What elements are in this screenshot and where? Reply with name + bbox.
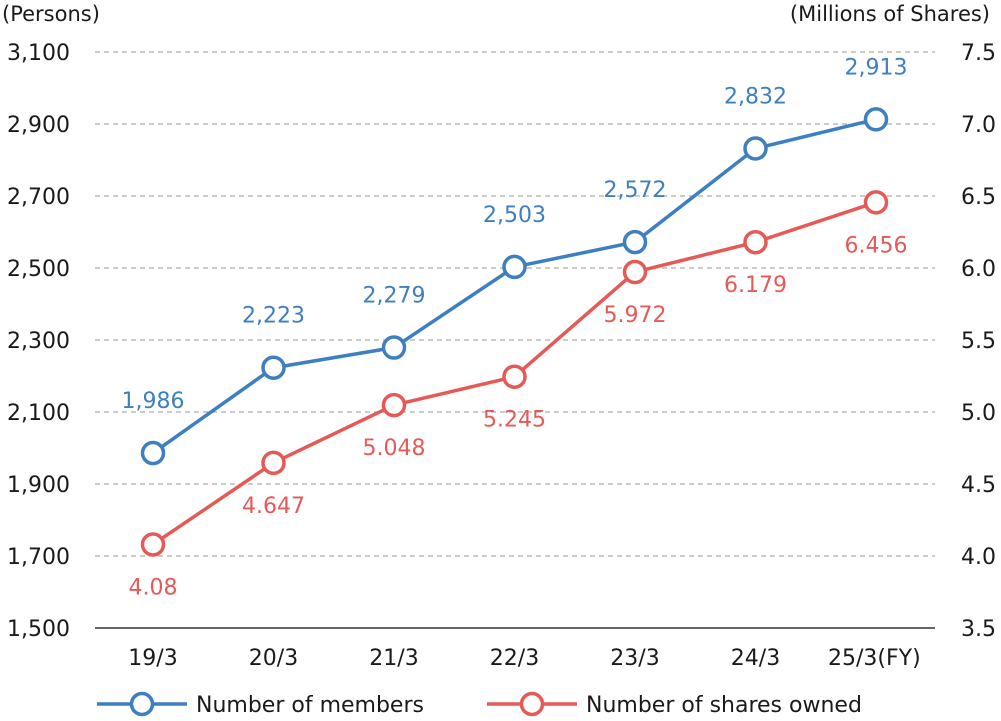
left-axis-unit-label: (Persons)	[2, 2, 100, 26]
x-axis-ticks: 19/3 20/3 21/3 22/3 23/3 24/3 25/3(FY)	[128, 646, 920, 671]
data-label: 4.647	[242, 494, 305, 519]
legend-marker	[129, 691, 155, 717]
gridlines	[95, 51, 935, 629]
data-label: 2,572	[604, 178, 667, 203]
data-point	[622, 229, 648, 255]
legend-label: Number of members	[196, 693, 424, 718]
series-layer: 1,986 2,223 2,279 2,503 2,572 2,832 2,913 4.08 4…	[122, 55, 908, 600]
right-tick-label: 3.5	[961, 617, 996, 642]
x-tick-label: 19/3	[128, 646, 177, 671]
legend: Number of members Number of shares owned	[97, 691, 862, 718]
data-point	[140, 532, 166, 557]
data-point	[261, 355, 286, 380]
data-label: 5.972	[604, 303, 667, 328]
left-tick-label: 1,500	[7, 617, 70, 642]
x-tick-label: 20/3	[249, 646, 298, 671]
data-label: 6.456	[845, 233, 908, 258]
data-point	[622, 259, 648, 285]
data-label: 4.08	[129, 575, 178, 600]
legend-label: Number of shares owned	[586, 693, 862, 718]
x-tick-label: 25/3(FY)	[828, 646, 921, 671]
left-tick-label: 2,900	[7, 113, 70, 138]
legend-marker	[519, 691, 545, 717]
data-point	[502, 364, 527, 389]
right-tick-label: 7.5	[961, 41, 996, 66]
data-label: 5.245	[483, 408, 546, 433]
data-label: 1,986	[122, 389, 185, 414]
right-tick-label: 6.5	[961, 185, 996, 210]
data-label: 6.179	[724, 273, 787, 298]
right-tick-label: 5.0	[961, 401, 996, 426]
data-label: 5.048	[363, 436, 426, 461]
data-label: 2,503	[483, 203, 546, 228]
data-label: 2,832	[724, 84, 787, 109]
data-point	[863, 107, 889, 132]
right-tick-label: 7.0	[961, 113, 996, 138]
data-point	[381, 392, 407, 418]
data-label: 2,223	[242, 304, 305, 329]
data-point	[863, 190, 889, 215]
left-tick-label: 2,700	[7, 185, 70, 210]
data-point	[140, 440, 166, 466]
right-tick-label: 5.5	[961, 329, 996, 354]
data-point	[261, 450, 286, 476]
data-point	[381, 335, 407, 360]
x-tick-label: 23/3	[610, 646, 659, 671]
right-tick-label: 4.0	[961, 545, 996, 570]
left-tick-label: 1,700	[7, 545, 70, 570]
right-axis-unit-label: (Millions of Shares)	[790, 2, 990, 26]
left-tick-label: 3,100	[7, 41, 70, 66]
data-point	[502, 254, 527, 280]
left-tick-label: 2,500	[7, 257, 70, 282]
data-point	[743, 229, 768, 255]
x-tick-label: 24/3	[731, 646, 780, 671]
x-tick-label: 21/3	[369, 646, 418, 671]
left-tick-label: 1,900	[7, 473, 70, 498]
right-tick-label: 6.0	[961, 257, 996, 282]
left-tick-label: 2,100	[7, 401, 70, 426]
data-label: 2,913	[845, 55, 908, 80]
right-tick-label: 4.5	[961, 473, 996, 498]
left-axis-ticks: 3,100 2,900 2,700 2,500 2,300 2,100 1,900 1,700…	[7, 41, 70, 642]
data-label: 2,279	[363, 284, 426, 309]
x-tick-label: 22/3	[490, 646, 539, 671]
right-axis-ticks: 7.5 7.0 6.5 6.0 5.5 5.0 4.5 4.0 3.5	[961, 41, 996, 642]
left-tick-label: 2,300	[7, 329, 70, 354]
data-point	[743, 136, 768, 161]
